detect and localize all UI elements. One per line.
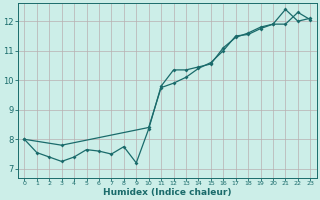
X-axis label: Humidex (Indice chaleur): Humidex (Indice chaleur) bbox=[103, 188, 232, 197]
